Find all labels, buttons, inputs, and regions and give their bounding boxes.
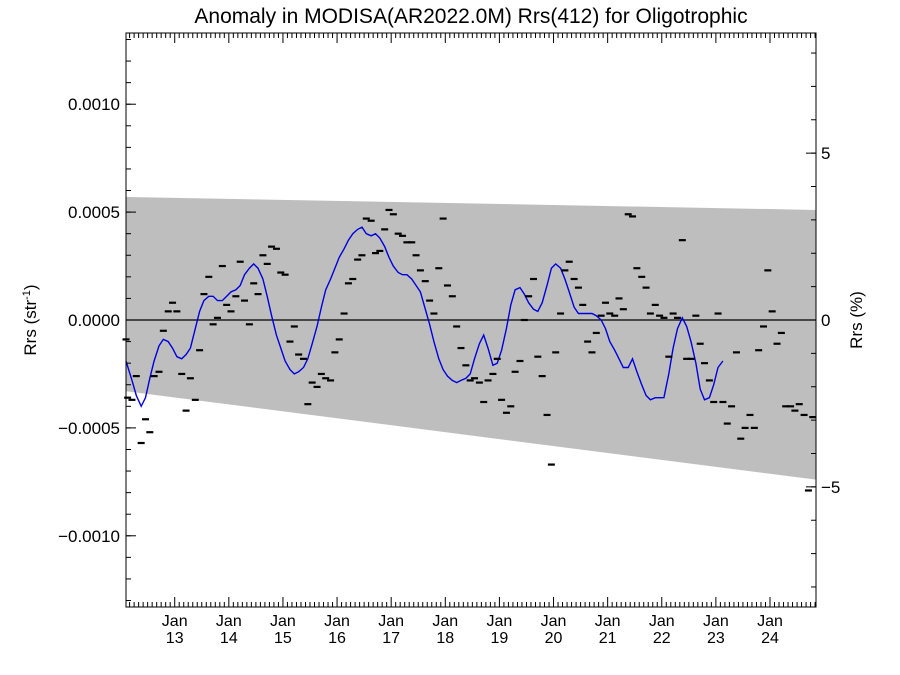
y-tick-label: 0.0005 bbox=[68, 203, 120, 222]
x-tick-label-month: Jan bbox=[541, 613, 567, 630]
x-tick-label-month: Jan bbox=[703, 613, 729, 630]
x-tick-label-year: 17 bbox=[382, 630, 400, 647]
x-tick-label-month: Jan bbox=[432, 613, 458, 630]
y2-tick-label: 0 bbox=[821, 311, 830, 330]
x-tick-label-year: 18 bbox=[436, 630, 454, 647]
smoothed-series-line bbox=[125, 226, 724, 408]
x-tick-label-month: Jan bbox=[378, 613, 404, 630]
y-tick-label: −0.0010 bbox=[58, 527, 120, 546]
y2-tick-label: 5 bbox=[821, 144, 830, 163]
x-tick-label-month: Jan bbox=[216, 613, 242, 630]
x-tick-label-month: Jan bbox=[757, 613, 783, 630]
x-tick-label-month: Jan bbox=[595, 613, 621, 630]
x-tick-label-year: 16 bbox=[328, 630, 346, 647]
plot-area: 0.00100.00050.0000−0.0005−0.001050−5Jan1… bbox=[58, 32, 840, 647]
y2-axis-label: Rrs (%) bbox=[847, 291, 866, 349]
y-tick-label: −0.0005 bbox=[58, 419, 120, 438]
y-tick-label: 0.0010 bbox=[68, 95, 120, 114]
x-tick-label-year: 13 bbox=[166, 630, 184, 647]
x-tick-label-month: Jan bbox=[487, 613, 513, 630]
x-tick-label-month: Jan bbox=[270, 613, 296, 630]
x-tick-label-year: 24 bbox=[761, 630, 779, 647]
x-tick-label-year: 19 bbox=[491, 630, 509, 647]
x-tick-label-month: Jan bbox=[649, 613, 675, 630]
y-axis-label: Rrs (str-1) bbox=[21, 284, 40, 355]
x-tick-label-year: 21 bbox=[599, 630, 617, 647]
x-tick-label-year: 22 bbox=[653, 630, 671, 647]
x-tick-label-year: 23 bbox=[707, 630, 725, 647]
y2-tick-label: −5 bbox=[821, 478, 840, 497]
y-tick-label: 0.0000 bbox=[68, 311, 120, 330]
x-tick-label-year: 20 bbox=[545, 630, 563, 647]
x-tick-label-year: 15 bbox=[274, 630, 292, 647]
x-tick-label-year: 14 bbox=[220, 630, 238, 647]
x-tick-label-month: Jan bbox=[162, 613, 188, 630]
uncertainty-band bbox=[126, 197, 816, 480]
chart-title: Anomaly in MODISA(AR2022.0M) Rrs(412) fo… bbox=[194, 5, 747, 28]
x-tick-label-month: Jan bbox=[324, 613, 350, 630]
